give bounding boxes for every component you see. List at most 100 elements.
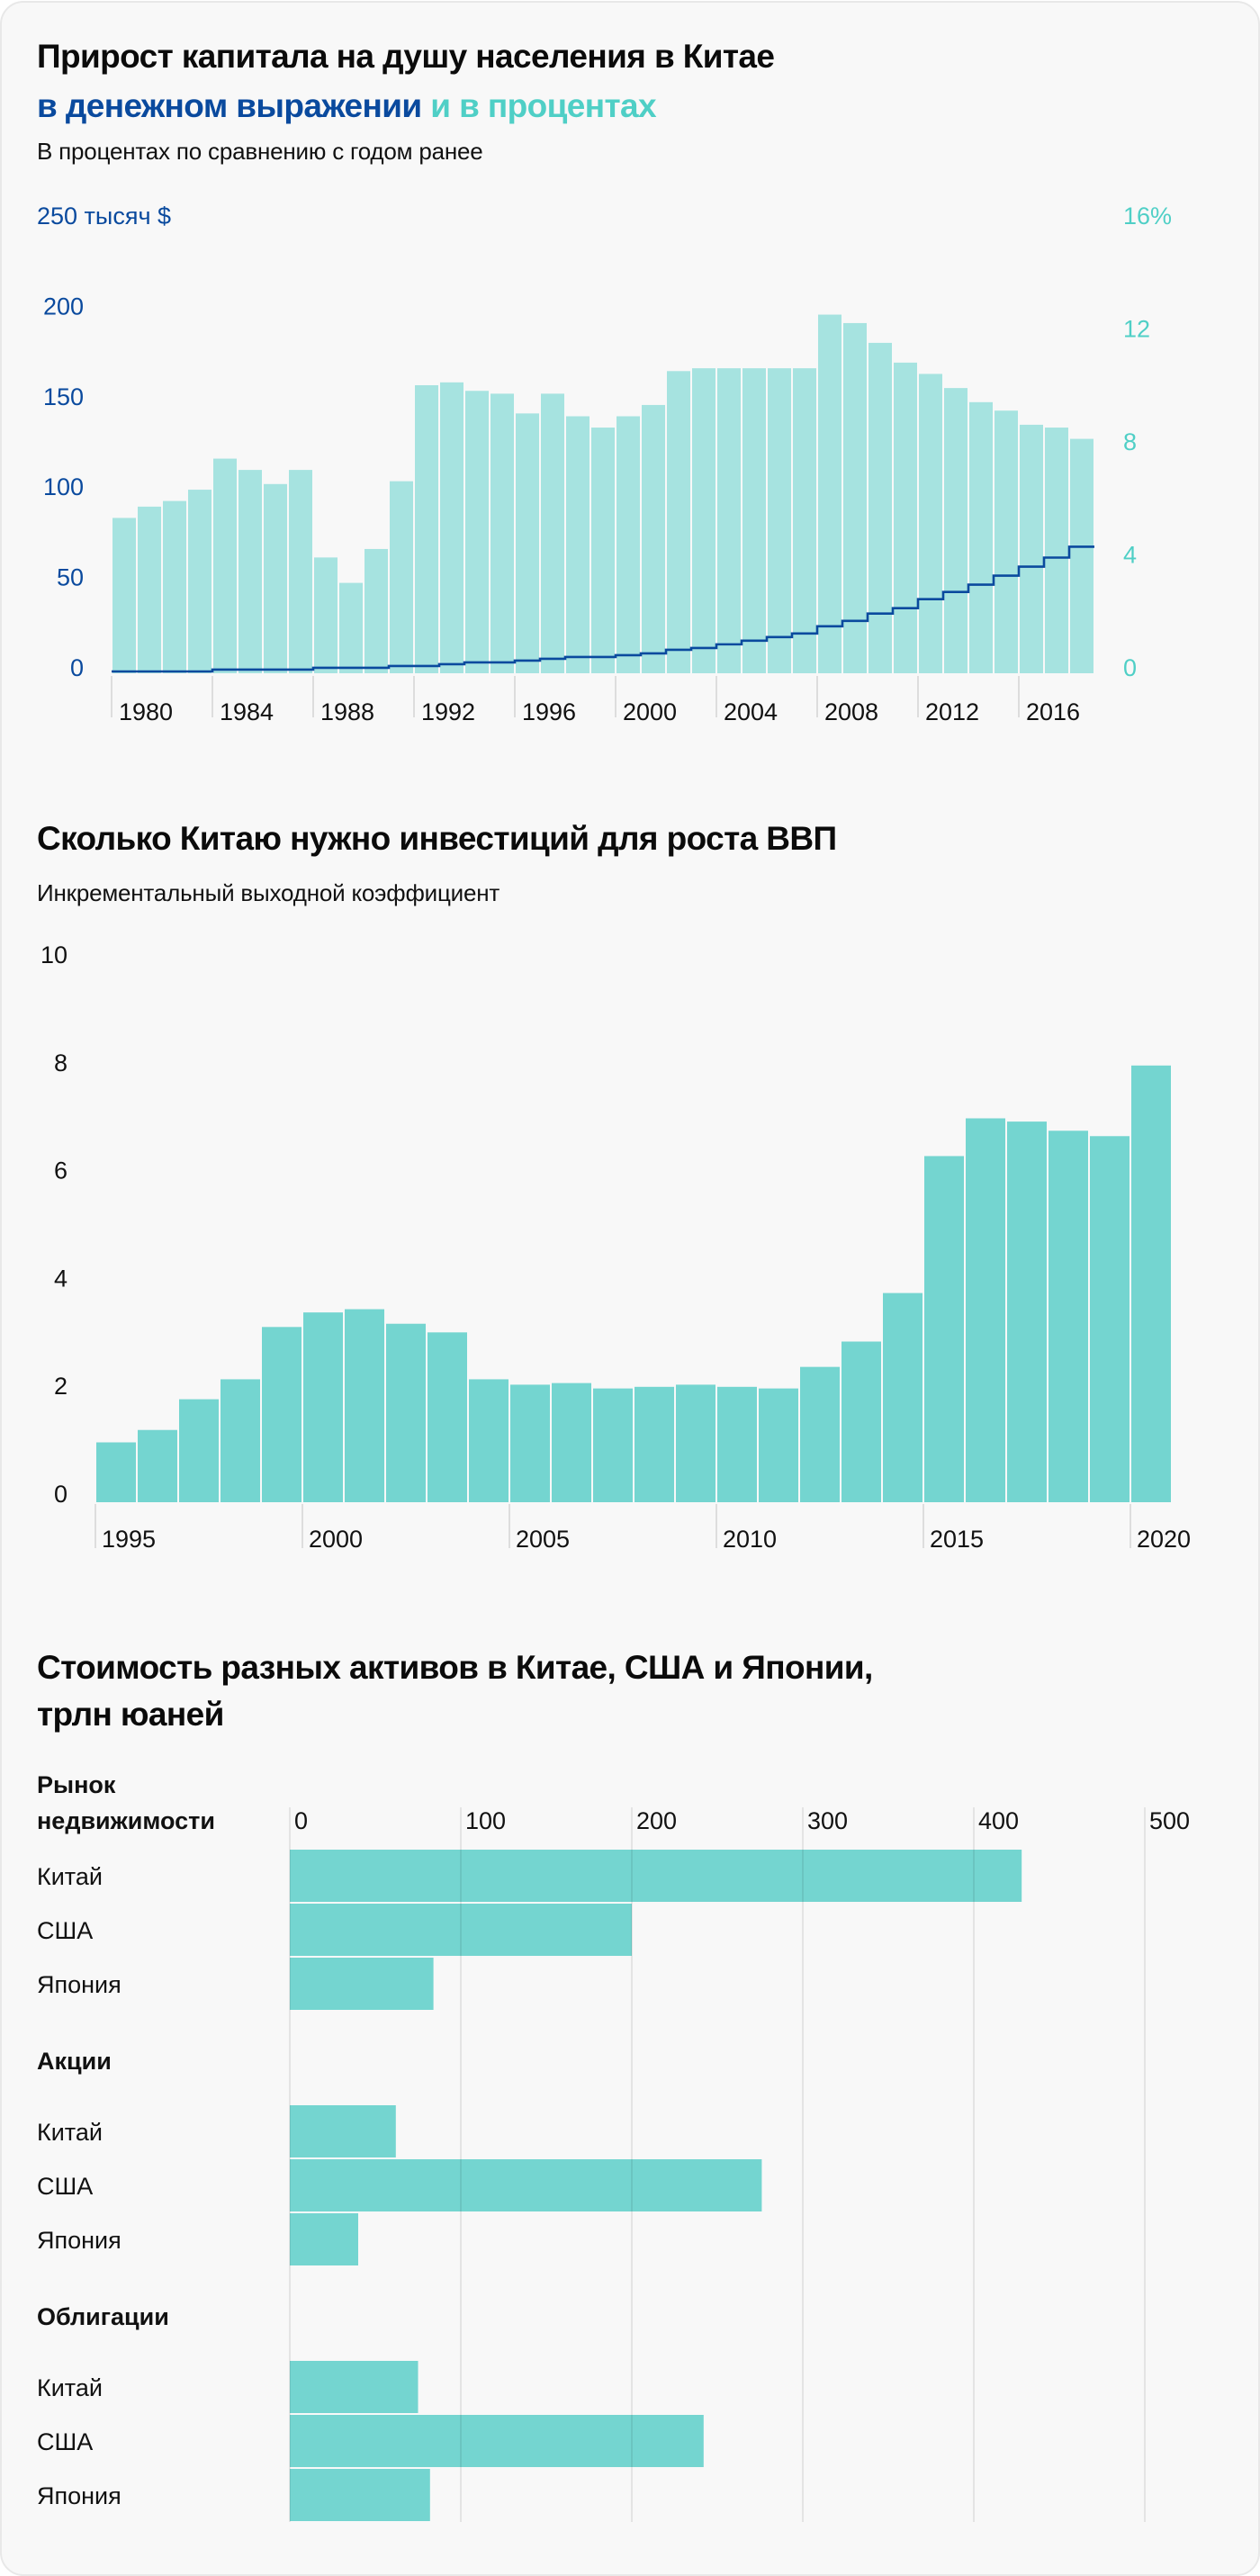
bar-percent-1989	[339, 582, 363, 673]
chart1-title-percent-part: и в процентах	[430, 87, 656, 124]
bar-percent-2017	[1045, 428, 1068, 673]
bar-icor-1999	[262, 1327, 302, 1502]
bar-icor-2016	[966, 1118, 1005, 1502]
right-axis-label: 0	[1123, 654, 1137, 681]
bar-label: Япония	[37, 2482, 122, 2509]
x-tick-label: 2004	[724, 698, 778, 725]
bar-percent-2014	[969, 401, 993, 673]
x-tick-label: 2012	[925, 698, 979, 725]
bar-real-estate-1	[290, 1904, 632, 1956]
bar-percent-1999	[591, 428, 615, 673]
x-tick-label: 2000	[309, 1526, 363, 1553]
bar-stocks-0	[290, 2105, 396, 2157]
bar-percent-2006	[768, 368, 791, 673]
chart1-title: Прирост капитала на душу населения в Кит…	[37, 38, 775, 75]
bar-icor-1996	[138, 1429, 177, 1502]
bar-icor-2013	[842, 1341, 881, 1502]
bar-percent-2010	[868, 342, 892, 673]
right-axis-label: 8	[1123, 428, 1137, 455]
bar-percent-1992	[415, 384, 438, 673]
bar-percent-1993	[440, 382, 464, 673]
bar-icor-2010	[717, 1386, 757, 1502]
x-tick-label: 2016	[1026, 698, 1080, 725]
bar-percent-2001	[642, 404, 665, 673]
x-tick-label: 1980	[119, 698, 173, 725]
chart3-title-line2: трлн юаней	[37, 1696, 224, 1733]
bar-percent-2005	[742, 368, 766, 673]
bar-percent-1986	[264, 483, 287, 673]
x-tick-label: 2010	[723, 1526, 777, 1553]
bar-label: Китай	[37, 2119, 103, 2146]
left-axis-label: 150	[43, 383, 84, 410]
bar-percent-1988	[314, 557, 338, 673]
x-tick-label: 2005	[516, 1526, 570, 1553]
y-axis-label: 4	[54, 1265, 68, 1292]
bar-label: Китай	[37, 1863, 103, 1890]
x-tick-label: 2000	[623, 698, 677, 725]
x-axis-label: 400	[978, 1807, 1019, 1834]
bar-real-estate-0	[290, 1850, 1022, 1902]
y-axis-label: 0	[54, 1481, 68, 1508]
right-axis-label: 16%	[1123, 203, 1172, 230]
bar-icor-2018	[1048, 1130, 1088, 1502]
y-axis-label: 10	[40, 941, 68, 968]
x-axis-label: 300	[807, 1807, 848, 1834]
bar-percent-1995	[490, 393, 514, 673]
bar-percent-1985	[238, 470, 262, 673]
left-axis-label: 200	[43, 293, 84, 320]
x-tick-label: 1988	[320, 698, 374, 725]
bar-percent-2016	[1020, 424, 1043, 673]
bar-percent-2003	[692, 368, 716, 673]
bar-percent-1987	[289, 470, 312, 673]
bar-icor-2001	[345, 1309, 384, 1502]
chart2-title: Сколько Китаю нужно инвестиций для роста…	[37, 820, 837, 857]
group-label: недвижимости	[37, 1807, 215, 1834]
left-axis-label: 250 тысяч $	[37, 203, 171, 230]
x-axis-label: 0	[294, 1807, 308, 1834]
bar-bonds-0	[290, 2361, 418, 2413]
x-axis-label: 500	[1149, 1807, 1190, 1834]
group-label: Рынок	[37, 1771, 116, 1798]
bar-icor-2017	[1007, 1121, 1047, 1502]
y-axis-label: 8	[54, 1049, 68, 1076]
bar-icor-2015	[924, 1156, 964, 1502]
left-axis-label: 0	[70, 654, 84, 681]
bar-percent-1984	[213, 458, 237, 673]
x-axis-label: 200	[636, 1807, 677, 1834]
bar-icor-2005	[510, 1384, 550, 1502]
bar-icor-2009	[676, 1384, 716, 1502]
group-label: Облигации	[37, 2303, 169, 2330]
bar-icor-2019	[1090, 1136, 1130, 1502]
group-label: Акции	[37, 2048, 112, 2075]
left-axis-label: 50	[57, 564, 84, 591]
bar-icor-2007	[593, 1388, 633, 1502]
bar-real-estate-2	[290, 1958, 434, 2010]
bar-label: США	[37, 2173, 93, 2200]
chart2-subtitle: Инкрементальный выходной коэффициент	[37, 879, 500, 906]
bar-percent-2008	[818, 314, 842, 673]
bar-percent-1981	[138, 506, 161, 673]
x-tick-label: 1984	[220, 698, 274, 725]
chart3-asset-values: Рынок недвижимости Китай США Япония Акции Кита…	[37, 1771, 1190, 2522]
bar-icor-2008	[634, 1386, 674, 1502]
bar-icor-2020	[1131, 1065, 1171, 1502]
bar-percent-1998	[566, 416, 590, 673]
bar-icor-2002	[386, 1323, 426, 1502]
bar-stocks-1	[290, 2159, 762, 2211]
x-tick-label: 1992	[421, 698, 475, 725]
bar-percent-2015	[994, 410, 1018, 673]
bar-label: Китай	[37, 2374, 103, 2401]
bar-label: США	[37, 1917, 93, 1944]
x-tick-label: 1996	[522, 698, 576, 725]
x-tick-label: 2020	[1137, 1526, 1191, 1553]
line-capital-usd	[112, 545, 1094, 673]
bar-percent-2000	[616, 416, 640, 673]
bar-icor-1997	[179, 1399, 219, 1502]
chart3-title-line1: Стоимость разных активов в Китае, США и …	[37, 1649, 873, 1686]
bar-label: США	[37, 2428, 93, 2455]
bar-label: Япония	[37, 2227, 122, 2254]
y-axis-label: 2	[54, 1373, 68, 1400]
bar-bonds-2	[290, 2469, 430, 2521]
bar-percent-1983	[188, 490, 212, 673]
